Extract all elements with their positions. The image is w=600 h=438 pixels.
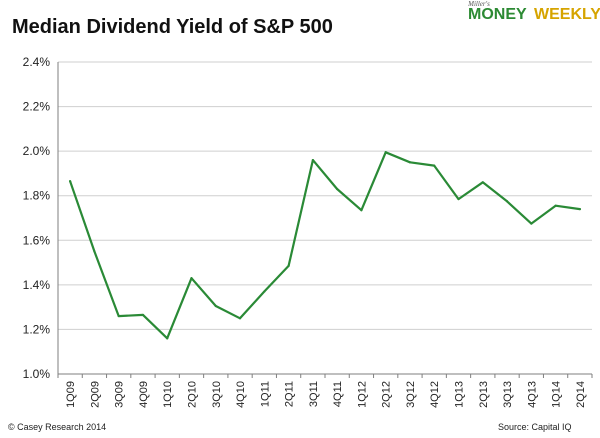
- y-tick-label: 1.0%: [23, 367, 51, 381]
- brand-logo: Miller's MONEY WEEKLY: [468, 0, 600, 26]
- x-tick-label: 4Q09: [138, 381, 150, 408]
- data-point: [554, 204, 557, 207]
- data-point: [457, 197, 460, 201]
- data-point: [117, 314, 120, 318]
- brand-tagline: Miller's: [468, 0, 490, 8]
- x-tick-label: 2Q12: [381, 381, 393, 408]
- x-tick-label: 3Q11: [308, 381, 320, 407]
- brand-weekly: WEEKLY: [534, 6, 600, 23]
- data-point: [69, 180, 72, 183]
- data-point: [578, 207, 581, 211]
- x-tick-label: 4Q13: [526, 381, 538, 408]
- x-tick-label: 4Q10: [235, 381, 247, 408]
- y-tick-label: 1.8%: [23, 189, 51, 203]
- data-point: [141, 313, 145, 317]
- x-tick-label: 2Q11: [284, 381, 296, 407]
- x-tick-label: 4Q12: [429, 381, 441, 408]
- data-point: [433, 164, 436, 167]
- x-tick-label: 3Q10: [211, 381, 223, 408]
- x-tick-label: 1Q13: [454, 381, 466, 408]
- brand-money: MONEY: [468, 6, 527, 23]
- x-tick-label: 3Q12: [405, 381, 417, 408]
- data-point: [311, 158, 314, 162]
- x-tick-label: 2Q10: [187, 381, 199, 408]
- gridlines: [58, 61, 592, 330]
- data-point: [93, 250, 96, 253]
- x-axis-tick-labels: 1Q09 2Q09 3Q09 4Q09 1Q10 2Q10 3Q10 4Q10 1Q11 2Q11…: [65, 381, 587, 408]
- data-point: [238, 317, 242, 320]
- x-tick-label: 2Q09: [89, 381, 101, 408]
- data-point: [190, 277, 193, 280]
- y-axis-tick-labels: 1.0% 1.2% 1.4% 1.6% 1.8% 2.0% 2.2% 2.4%: [23, 55, 51, 381]
- data-point: [336, 187, 339, 191]
- data-point: [481, 181, 484, 184]
- y-tick-label: 1.4%: [23, 278, 51, 292]
- axes: [57, 62, 593, 378]
- x-tick-label: 1Q09: [65, 381, 77, 408]
- y-tick-label: 2.2%: [23, 100, 51, 114]
- y-tick-label: 2.0%: [23, 144, 51, 158]
- y-tick-label: 1.6%: [23, 233, 51, 247]
- x-tick-label: 2Q13: [478, 381, 490, 408]
- data-point: [166, 337, 169, 340]
- copyright-note: © Casey Research 2014: [8, 422, 107, 432]
- x-tick-label: 1Q12: [356, 381, 368, 408]
- data-point: [408, 161, 412, 164]
- source-note: Source: Capital IQ: [498, 422, 572, 432]
- chart-title: Median Dividend Yield of S&P 500: [12, 16, 333, 38]
- y-tick-label: 2.4%: [23, 55, 51, 69]
- x-tick-label: 1Q10: [162, 381, 174, 408]
- y-tick-label: 1.2%: [23, 322, 51, 336]
- x-tick-label: 4Q11: [332, 381, 344, 407]
- x-tick-label: 3Q13: [502, 381, 514, 408]
- data-point: [287, 264, 290, 268]
- data-point: [505, 200, 509, 203]
- data-point: [530, 222, 533, 225]
- data-point: [384, 151, 387, 154]
- x-tick-label: 2Q14: [575, 381, 587, 408]
- x-tick-label: 3Q09: [114, 381, 126, 408]
- data-point: [263, 290, 266, 293]
- x-tick-label: 1Q14: [551, 381, 563, 408]
- series-line: [68, 151, 582, 340]
- data-point: [360, 209, 363, 212]
- data-point: [214, 304, 217, 308]
- series-layer: [68, 151, 582, 340]
- x-tick-label: 1Q11: [259, 381, 271, 407]
